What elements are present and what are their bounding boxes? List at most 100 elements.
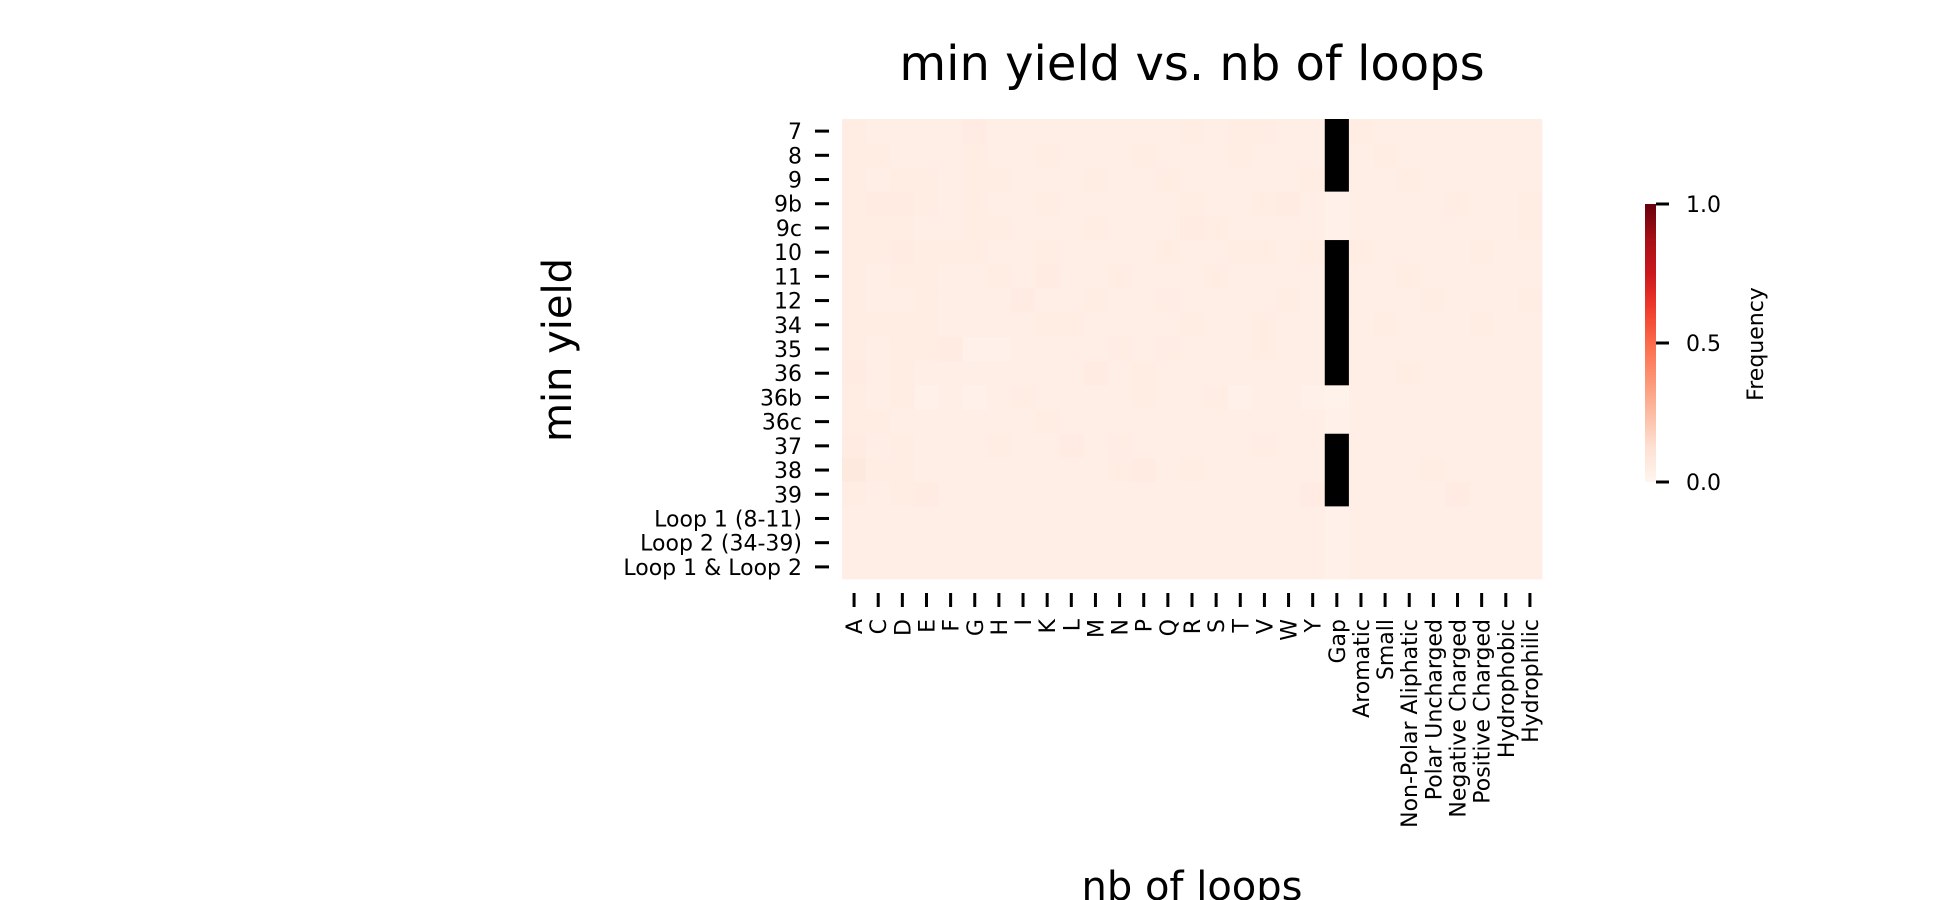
x-tick-label: E xyxy=(915,619,940,633)
heatmap-cell xyxy=(962,361,988,386)
heatmap-cell xyxy=(1276,530,1302,556)
heatmap-cell xyxy=(938,167,964,193)
heatmap-cell xyxy=(986,554,1012,580)
x-tick-label: C xyxy=(867,619,892,634)
heatmap-cell xyxy=(842,191,867,217)
heatmap-cell xyxy=(1348,312,1374,338)
heatmap-cell xyxy=(1035,167,1060,193)
heatmap-cell xyxy=(842,506,867,531)
heatmap-cell xyxy=(1179,264,1205,289)
heatmap-cell xyxy=(1397,288,1422,314)
heatmap-cell xyxy=(914,119,939,144)
heatmap-cell xyxy=(866,433,891,459)
heatmap-cell xyxy=(1010,336,1036,362)
heatmap-cell xyxy=(1300,167,1326,193)
heatmap-cell xyxy=(866,191,891,217)
heatmap-cell xyxy=(890,167,915,193)
x-tick-label: T xyxy=(1229,618,1254,633)
heatmap-cell xyxy=(1035,240,1060,265)
heatmap-cell xyxy=(914,433,939,459)
heatmap-cell xyxy=(1179,361,1205,386)
heatmap-cell xyxy=(962,457,988,483)
x-tick-label: R xyxy=(1181,619,1206,634)
heatmap-cell xyxy=(866,215,891,241)
heatmap-cell xyxy=(1131,215,1157,241)
heatmap-cell xyxy=(890,264,915,289)
heatmap-cell xyxy=(1469,409,1495,435)
heatmap-cell xyxy=(1083,457,1108,483)
x-tick-label: Aromatic xyxy=(1350,619,1375,718)
heatmap-cell xyxy=(1252,409,1277,435)
heatmap-cell xyxy=(1083,215,1108,241)
heatmap-cell xyxy=(890,191,915,217)
heatmap-cell xyxy=(842,167,867,193)
heatmap-cell xyxy=(1373,385,1398,410)
heatmap-cell xyxy=(1155,336,1181,362)
heatmap-cell xyxy=(1397,336,1422,362)
heatmap-cell xyxy=(1493,167,1519,193)
heatmap-cell xyxy=(1059,409,1084,435)
heatmap-cell xyxy=(1252,482,1277,507)
heatmap-cell xyxy=(938,336,964,362)
heatmap-cell xyxy=(1035,457,1060,483)
heatmap-cell xyxy=(1324,336,1350,362)
heatmap-cell xyxy=(986,215,1012,241)
heatmap-cell xyxy=(1131,119,1157,144)
x-tick-label: S xyxy=(1205,619,1230,633)
heatmap-cell xyxy=(1252,119,1277,144)
heatmap-cell xyxy=(1083,530,1108,556)
heatmap-cell xyxy=(1228,240,1253,265)
heatmap-cell xyxy=(1469,143,1495,168)
heatmap-cell xyxy=(866,288,891,314)
heatmap-cell xyxy=(1107,215,1133,241)
heatmap-cell xyxy=(1252,167,1277,193)
heatmap-cell xyxy=(1300,457,1326,483)
heatmap-cell xyxy=(1445,288,1470,314)
heatmap-cell xyxy=(1228,409,1253,435)
heatmap-cell xyxy=(1276,119,1302,144)
x-tick-label: Small xyxy=(1374,619,1399,680)
heatmap-cell xyxy=(1059,288,1084,314)
heatmap-cell xyxy=(1493,336,1519,362)
heatmap-cell xyxy=(1228,143,1253,168)
heatmap-cell xyxy=(1228,336,1253,362)
x-tick-label: Positive Charged xyxy=(1471,619,1496,804)
heatmap-cell xyxy=(914,215,939,241)
heatmap-cell xyxy=(1059,385,1084,410)
heatmap-cell xyxy=(1083,433,1108,459)
heatmap-cell xyxy=(986,264,1012,289)
heatmap-cell xyxy=(890,119,915,144)
heatmap-cell xyxy=(1131,554,1157,580)
heatmap-cell xyxy=(1445,482,1470,507)
heatmap-cell xyxy=(1107,433,1133,459)
heatmap-cell xyxy=(1421,215,1446,241)
heatmap-cell xyxy=(1421,240,1446,265)
heatmap-cell xyxy=(1083,361,1108,386)
heatmap-cell xyxy=(938,554,964,580)
heatmap-cell xyxy=(1276,143,1302,168)
heatmap-cell xyxy=(914,385,939,410)
heatmap-cell xyxy=(1059,433,1084,459)
heatmap-cell xyxy=(1445,506,1470,531)
heatmap-cell xyxy=(1155,530,1181,556)
heatmap-cell xyxy=(1228,191,1253,217)
heatmap-cell xyxy=(1131,482,1157,507)
heatmap-cell xyxy=(866,457,891,483)
heatmap-cell xyxy=(1469,482,1495,507)
heatmap-cell xyxy=(1445,119,1470,144)
heatmap-cell xyxy=(962,240,988,265)
heatmap-cell xyxy=(1179,530,1205,556)
heatmap-cell xyxy=(1469,385,1495,410)
heatmap-cell xyxy=(914,264,939,289)
heatmap-cell xyxy=(1179,167,1205,193)
heatmap-cell xyxy=(1083,554,1108,580)
heatmap-cell xyxy=(1397,312,1422,338)
heatmap-cell xyxy=(1348,385,1374,410)
heatmap-cell xyxy=(1445,409,1470,435)
heatmap-cell xyxy=(866,482,891,507)
heatmap-cell xyxy=(1059,554,1084,580)
heatmap-cell xyxy=(1324,215,1350,241)
heatmap-cell xyxy=(1517,191,1543,217)
y-tick-label: Loop 2 (34-39) xyxy=(640,532,802,557)
heatmap-cell xyxy=(1035,215,1060,241)
